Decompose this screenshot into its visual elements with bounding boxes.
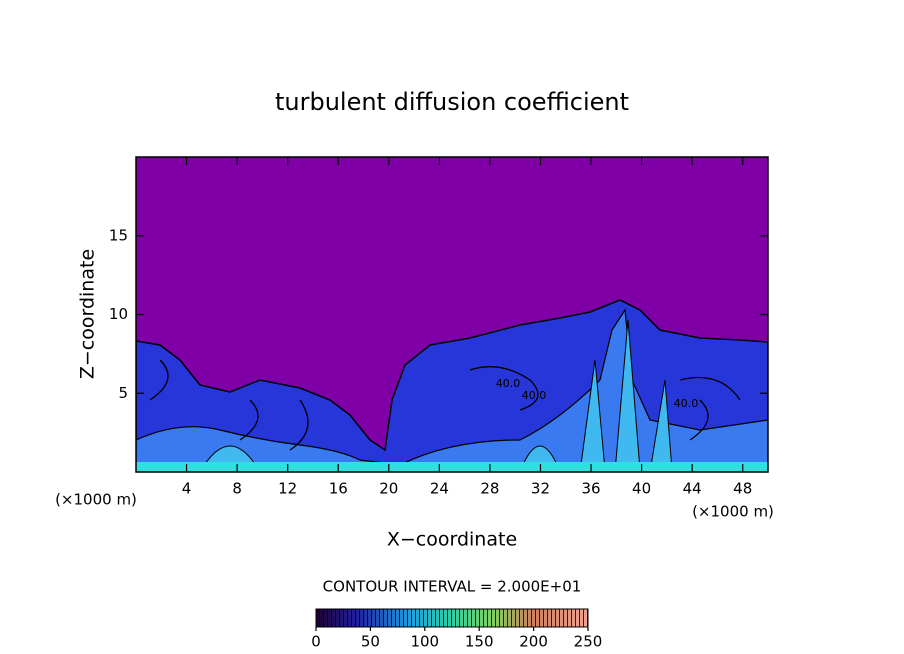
x-tick-label: 12 [278,480,297,498]
x-tick-label: 48 [733,480,752,498]
x-tick-label: 8 [232,480,242,498]
x-axis-title: X−coordinate [387,529,517,551]
colorbar-tick-label: 50 [361,633,380,651]
x-tick-label: 24 [430,480,449,498]
y-unit: (×1000 m) [55,491,137,509]
chart-title: turbulent diffusion coefficient [275,88,629,116]
y-tick-label: 5 [118,384,128,402]
colorbar-tick-label: 0 [311,633,321,651]
y-axis-title: Z−coordinate [77,249,99,379]
contour-label: 40.0 [674,397,699,410]
x-tick-label: 40 [632,480,651,498]
y-tick-label: 10 [109,305,128,323]
x-tick-label: 36 [581,480,600,498]
contour-label: 40.0 [522,389,547,402]
x-unit: (×1000 m) [692,503,774,521]
colorbar-tick-label: 200 [519,633,548,651]
x-tick-label: 20 [379,480,398,498]
field [136,157,768,472]
contour-interval: CONTOUR INTERVAL = 2.000E+01 [323,578,582,596]
colorbar-tick-label: 100 [410,633,439,651]
x-tick-label: 16 [329,480,348,498]
x-tick-label: 32 [531,480,550,498]
y-tick-label: 15 [109,226,128,244]
x-tick-label: 4 [182,480,192,498]
x-tick-label: 28 [480,480,499,498]
contour-label: 40.0 [496,377,521,390]
x-tick-label: 44 [683,480,702,498]
colorbar-tick-label: 150 [465,633,494,651]
colorbar-tick-label: 250 [574,633,603,651]
colorbar-frame [315,608,589,628]
